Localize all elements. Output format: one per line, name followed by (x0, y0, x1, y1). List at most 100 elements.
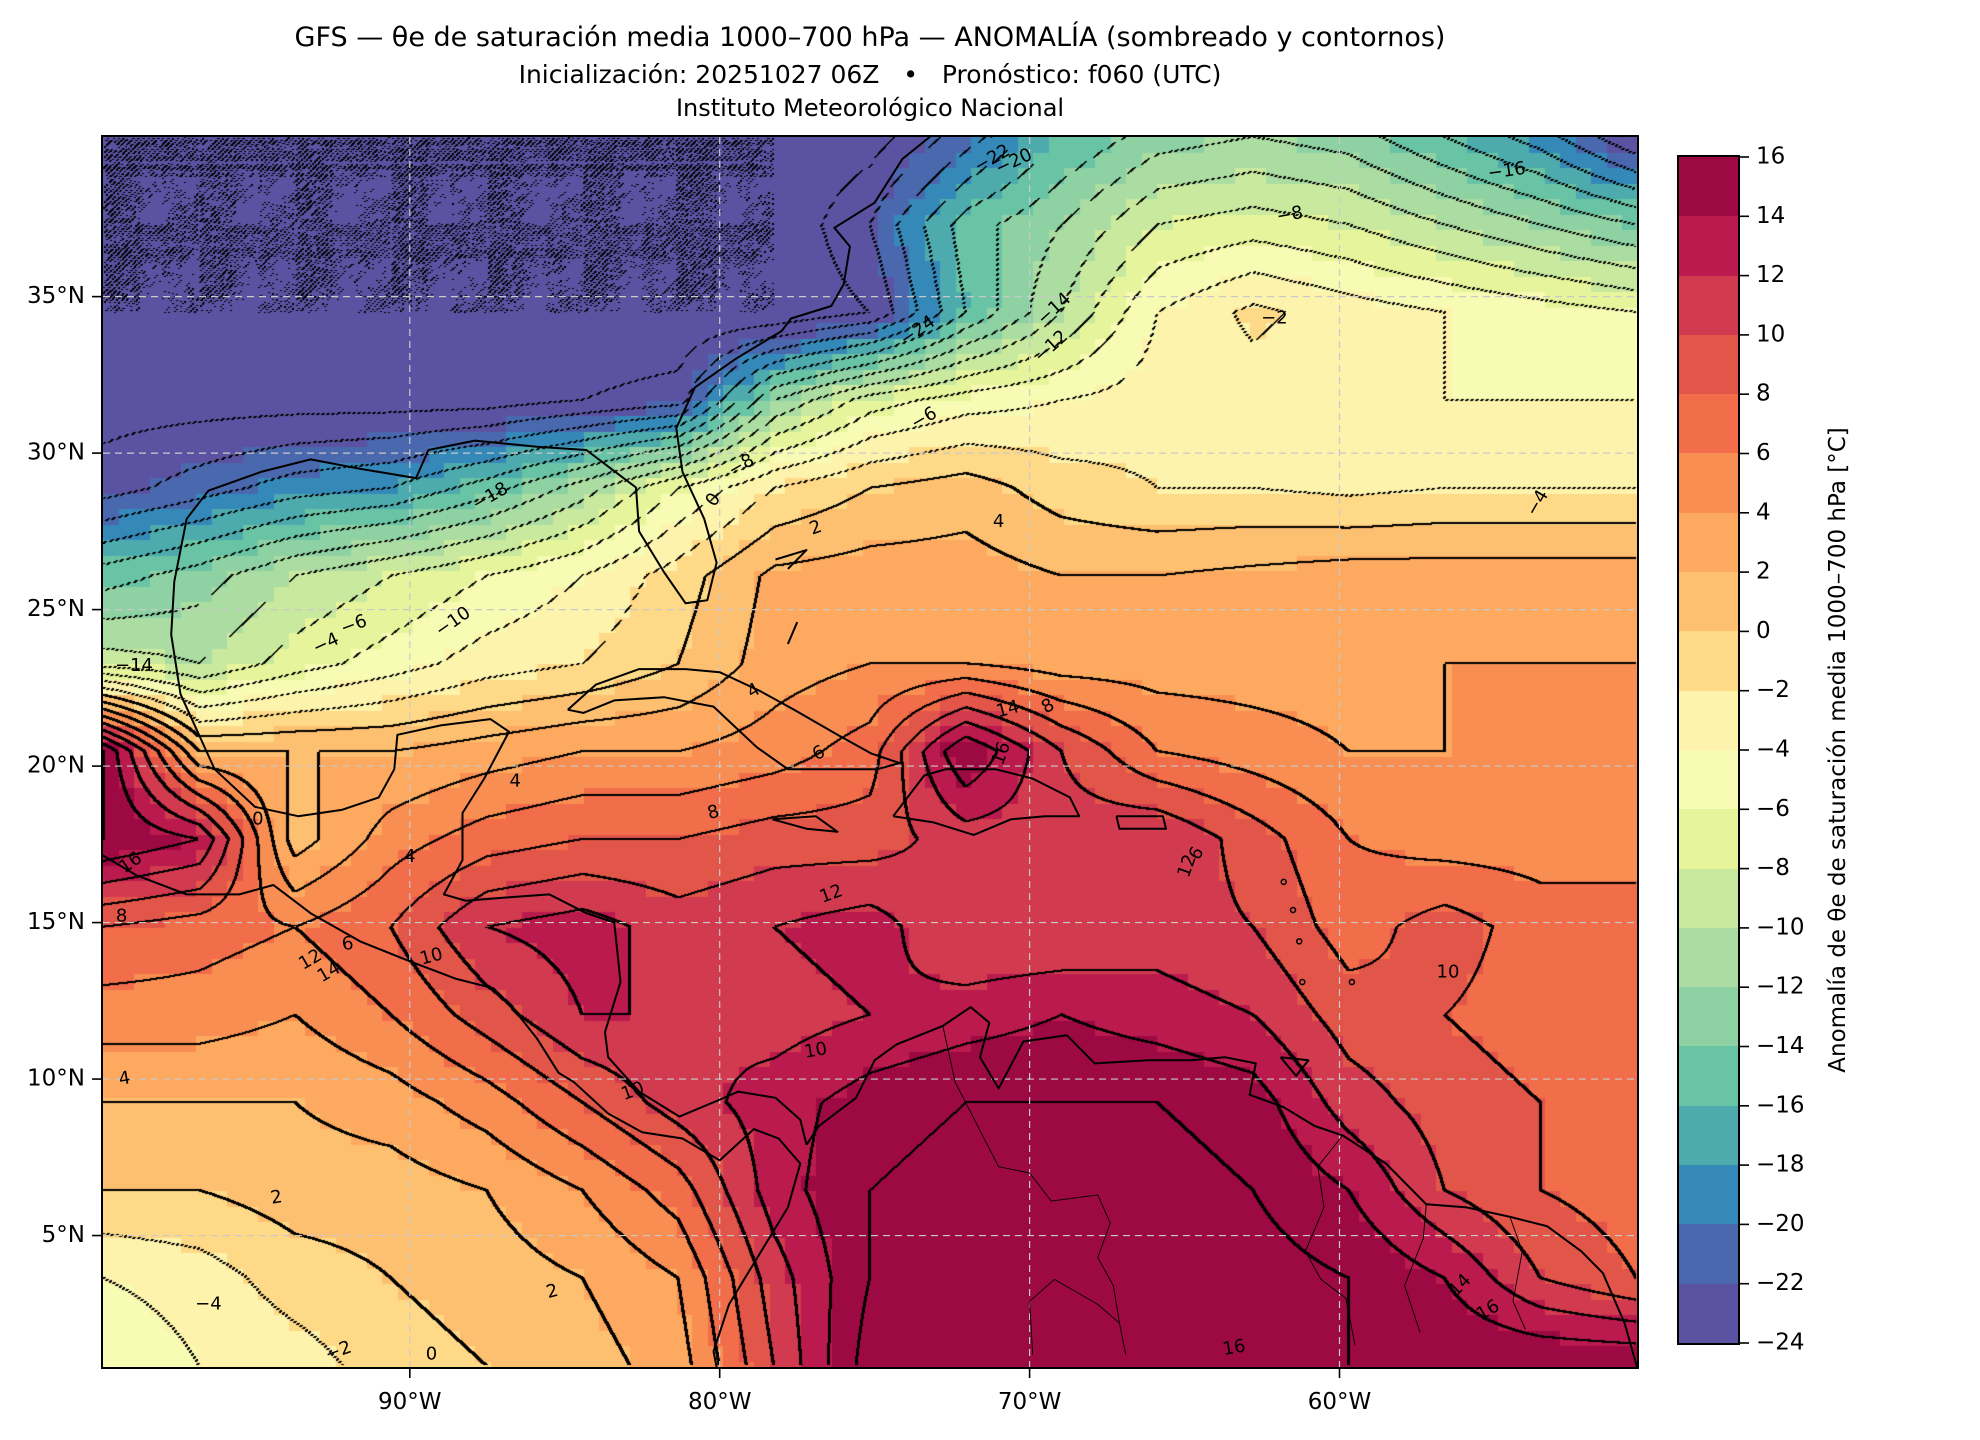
colorbar-band (1679, 749, 1738, 810)
coastline (1279, 1056, 1310, 1077)
contour-label: −14 (1033, 288, 1075, 329)
colorbar-tick-label: −4 (1756, 737, 1790, 763)
coastline (173, 137, 993, 605)
coastline (805, 1006, 1637, 1367)
contour-label: −24 (896, 311, 939, 350)
contour-label: −10 (431, 602, 474, 641)
contour-label: 10 (1437, 962, 1460, 983)
contour-label: −16 (1486, 158, 1527, 184)
coastline (786, 621, 799, 645)
colorbar-tick-label: 12 (1756, 262, 1785, 288)
colorbar-tick-label: −8 (1756, 855, 1790, 881)
map-plot-area: −24 −22 −20 −18 −16 −14 −14 −12 −10 −8 −8 −6 −6 −4 −4−… (101, 135, 1639, 1369)
coastline (170, 581, 808, 1146)
colorbar-band (1679, 572, 1738, 632)
contour-label: −4 (1522, 486, 1553, 519)
colorbar-band (1679, 1046, 1738, 1106)
x-tick-label: 90°W (378, 1389, 442, 1415)
colorbar-band (1679, 1283, 1738, 1343)
coastline (103, 854, 802, 1367)
country-border (1029, 1278, 1120, 1355)
colorbar-tick-label: 16 (1756, 144, 1785, 170)
colorbar-tick-label: −16 (1756, 1092, 1805, 1118)
coastline (772, 815, 839, 833)
colorbar-band (1679, 927, 1738, 988)
contour-label: 14 (1445, 1270, 1476, 1301)
contour-label: −14 (115, 655, 153, 676)
colorbar-tick-label: −14 (1756, 1033, 1805, 1059)
contour-label: 6 (809, 741, 828, 765)
chart-title: GFS — θe de saturación media 1000–700 hP… (294, 22, 1446, 53)
contour-label: 0 (701, 489, 725, 510)
colorbar-tick-label: 0 (1756, 618, 1771, 644)
colorbar-band (1679, 809, 1738, 869)
coastline (775, 549, 808, 570)
contour-label: 10 (618, 1077, 647, 1105)
colorbar-band (1679, 1165, 1738, 1225)
colorbar-band (1679, 1224, 1738, 1284)
colorbar-band (1679, 512, 1738, 573)
contour-label: −4 (195, 1293, 222, 1314)
y-tick-label: 35°N (27, 283, 85, 309)
colorbar-band (1679, 690, 1738, 750)
coastline (892, 768, 1081, 836)
colorbar-tick-label: 4 (1756, 499, 1771, 525)
colorbar-tick-label: −6 (1756, 796, 1790, 822)
contour-label: −12 (1030, 326, 1072, 367)
contour-label: 12 (817, 880, 846, 908)
country-border (1304, 1135, 1356, 1346)
colorbar (1677, 155, 1740, 1345)
island-speck (1280, 878, 1287, 886)
contour-label: 16 (1473, 1295, 1503, 1325)
map-overlay: −24−22−20−18−16−14−14−12−10−8−8−6−6−4−4−… (103, 137, 1637, 1367)
contour-label: −4 (309, 628, 342, 658)
colorbar-band (1679, 216, 1738, 276)
colorbar-tick-label: −10 (1756, 914, 1805, 940)
y-tick-label: 5°N (42, 1222, 85, 1248)
contour-label: 16 (1221, 1335, 1247, 1360)
colorbar-band (1679, 868, 1738, 928)
colorbar-band (1679, 275, 1738, 335)
island-speck (1289, 906, 1297, 914)
colorbar-tick-label: 14 (1756, 203, 1785, 229)
colorbar-tick-label: −20 (1756, 1211, 1805, 1237)
y-tick-label: 15°N (27, 909, 85, 935)
colorbar-band (1679, 987, 1738, 1047)
contour-label: 14 (994, 696, 1022, 722)
island-speck (1299, 978, 1306, 986)
contour-label: −18 (468, 478, 511, 515)
chart-credit: Instituto Meteorológico Nacional (675, 94, 1065, 122)
coastline (1115, 815, 1167, 830)
colorbar-band (1679, 334, 1738, 395)
colorbar-tick-label: −18 (1756, 1152, 1805, 1178)
colorbar-tick-label: −22 (1756, 1270, 1805, 1296)
colorbar-tick-label: 2 (1756, 559, 1771, 585)
contour-label: 2 (807, 516, 825, 540)
country-border (1404, 1204, 1427, 1333)
contour-label: 6 (340, 933, 355, 956)
contour-label: −2 (322, 1337, 354, 1366)
contour-label: 4 (404, 846, 415, 867)
contour-label: 8 (1038, 694, 1058, 718)
contour-label: 16 (987, 739, 1015, 768)
island-speck (1348, 978, 1356, 986)
colorbar-tick-label: 8 (1756, 381, 1771, 407)
colorbar-tick-label: −12 (1756, 974, 1805, 1000)
country-border (1509, 1216, 1526, 1330)
contour-label: 0 (252, 808, 263, 829)
contour-label: 10 (803, 1038, 829, 1063)
y-tick-label: 25°N (27, 596, 85, 622)
colorbar-tick-label: 6 (1756, 440, 1771, 466)
contour-label: 10 (418, 943, 446, 969)
colorbar-band (1679, 394, 1738, 454)
x-tick-label: 80°W (688, 1389, 752, 1415)
contour-label: −8 (724, 449, 757, 480)
y-tick-label: 20°N (27, 753, 85, 779)
colorbar-label: Anomalía de θe de saturación media 1000–… (1825, 427, 1851, 1073)
island-speck (1295, 938, 1303, 945)
y-tick-label: 30°N (27, 440, 85, 466)
contour-label: −8 (1275, 202, 1305, 227)
contour-label: 4 (117, 1067, 132, 1090)
contour-label: 8 (116, 905, 127, 926)
chart-subtitle: Inicialización: 20251027 06Z • Pronóstic… (518, 60, 1222, 89)
